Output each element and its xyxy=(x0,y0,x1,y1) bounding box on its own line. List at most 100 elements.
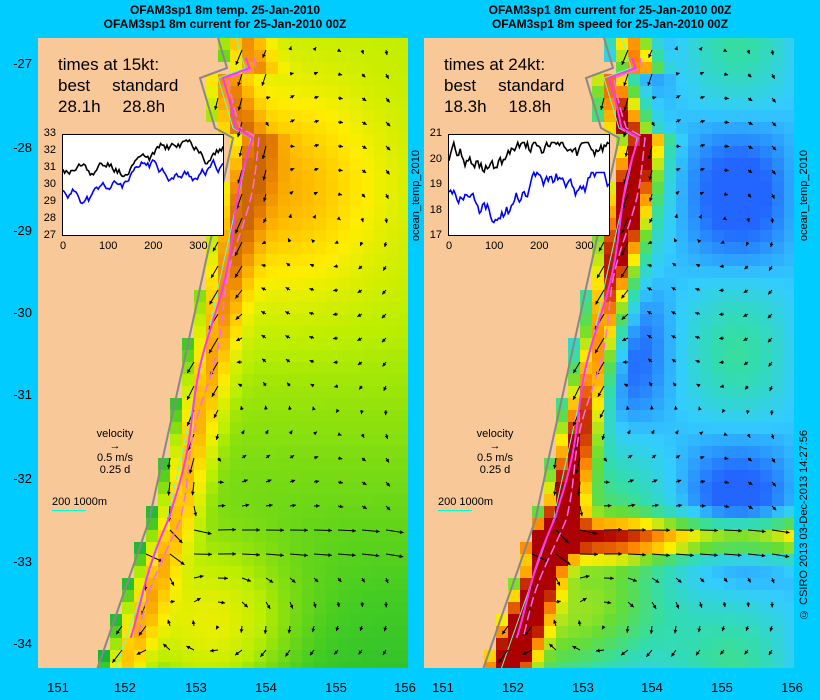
standard-route-line xyxy=(522,57,646,639)
right-map-panel[interactable]: times at 24kt: best standard 18.3h 18.8h v… xyxy=(424,38,794,668)
right-side-label: ocean_temp_2010 xyxy=(798,150,810,242)
left-title-line2: OFAM3sp1 8m current for 25-Jan-2010 00Z xyxy=(103,17,347,31)
left-best-label: best xyxy=(58,76,91,95)
inset-y-tick-label: 29 xyxy=(43,195,56,207)
inset-x-tick-label: 200 xyxy=(144,240,163,252)
y-tick-label: -34 xyxy=(13,636,32,651)
inset-x-tick-label: 100 xyxy=(484,240,504,252)
best-series-line xyxy=(62,157,224,205)
best-route-line xyxy=(129,57,254,639)
x-tick-label: 153 xyxy=(185,680,207,695)
left-temperature-map xyxy=(96,38,408,668)
inset-y-tick-label: 28 xyxy=(43,212,56,224)
x-tick-label: 154 xyxy=(255,680,277,695)
inset-y-tick-label: 21 xyxy=(429,127,442,139)
left-map-panel[interactable]: times at 15kt: best standard 28.1h 28.8h v… xyxy=(38,38,408,668)
inset-y-tick-label: 27 xyxy=(43,229,56,241)
coastline xyxy=(482,38,621,668)
right-depth-scale-label: 200 1000m xyxy=(438,496,494,508)
right-legend-duration: 0.25 d xyxy=(479,464,511,476)
standard-series-line xyxy=(448,139,610,174)
left-depth-scale-bar xyxy=(52,510,86,511)
inset-y-tick-label: 31 xyxy=(43,161,56,173)
right-stats: times at 24kt: best standard 18.3h 18.8h xyxy=(444,54,564,117)
left-depth-scale-label: 200 1000m xyxy=(52,496,108,508)
inset-y-tick-label: 33 xyxy=(43,127,56,139)
left-title-line1: OFAM3sp1 8m temp. 25-Jan-2010 xyxy=(129,3,321,17)
left-title: OFAM3sp1 8m temp. 25-Jan-2010 OFAM3sp1 8… xyxy=(40,3,410,31)
inset-y-tick-label: 19 xyxy=(429,178,442,190)
right-standard-value: 18.8h xyxy=(508,97,552,116)
ship-route xyxy=(129,57,260,639)
left-standard-label: standard xyxy=(112,76,179,95)
left-best-value: 28.1h xyxy=(58,97,101,116)
inset-y-tick-label: 20 xyxy=(429,152,442,165)
inset-x-tick-label: 300 xyxy=(189,240,208,252)
x-tick-label: 151 xyxy=(47,680,69,695)
current-arrows xyxy=(111,46,404,663)
right-best-label: best xyxy=(444,76,477,95)
right-velocity-legend: velocity → 0.5 m/s 0.25 d xyxy=(460,428,530,476)
y-tick-label: -28 xyxy=(13,140,32,155)
right-stats-heading: times at 24kt: xyxy=(444,55,546,74)
temp-field-cells xyxy=(98,38,408,668)
right-legend-speed: 0.5 m/s xyxy=(476,452,514,464)
standard-series-line xyxy=(62,138,224,178)
left-inset-chart xyxy=(62,138,224,205)
inset-x-tick-label: 300 xyxy=(575,240,594,252)
inset-y-tick-label: 17 xyxy=(429,229,442,241)
inset-y-tick-label: 32 xyxy=(43,144,56,156)
right-best-value: 18.3h xyxy=(444,97,487,116)
inset-x-tick-label: 100 xyxy=(98,240,118,252)
x-tick-label: 155 xyxy=(711,680,733,695)
right-speed-map xyxy=(482,38,794,668)
inset-x-tick-label: 0 xyxy=(445,240,453,252)
right-title-line2: OFAM3sp1 8m speed for 25-Jan-2010 00Z xyxy=(491,17,729,31)
x-tick-label: 153 xyxy=(572,680,594,695)
right-legend-arrow: → xyxy=(489,440,501,452)
best-series-line xyxy=(448,170,610,224)
right-legend-label: velocity xyxy=(476,428,514,440)
left-stats: times at 15kt: best standard 28.1h 28.8h xyxy=(58,54,178,117)
right-inset-chart xyxy=(448,139,610,224)
speed-field-cells xyxy=(484,38,794,668)
left-side-label: ocean_temp_2010 xyxy=(410,150,422,242)
left-legend-label: velocity xyxy=(96,428,134,440)
x-tick-label: 156 xyxy=(394,680,416,695)
x-tick-label: 151 xyxy=(432,680,454,695)
coastline xyxy=(96,38,235,668)
ship-route xyxy=(515,57,646,639)
inset-x-tick-label: 0 xyxy=(59,240,67,252)
left-depth-scale: 200 1000m xyxy=(52,496,107,511)
x-tick-label: 152 xyxy=(502,680,524,695)
y-tick-label: -31 xyxy=(13,387,32,402)
left-legend-speed: 0.5 m/s xyxy=(96,452,134,464)
x-tick-label: 155 xyxy=(325,680,347,695)
y-tick-label: -32 xyxy=(13,471,32,486)
x-tick-label: 156 xyxy=(781,680,803,695)
left-standard-value: 28.8h xyxy=(122,97,166,116)
right-title-line1: OFAM3sp1 8m current for 25-Jan-2010 00Z xyxy=(488,3,732,17)
inset-y-tick-label: 30 xyxy=(43,178,56,190)
y-tick-label: -33 xyxy=(13,554,32,569)
best-route-line xyxy=(515,57,640,639)
y-tick-label: -27 xyxy=(13,56,32,71)
left-time-series-inset xyxy=(62,134,224,236)
left-velocity-legend: velocity → 0.5 m/s 0.25 d xyxy=(80,428,150,476)
y-tick-label: -30 xyxy=(13,305,32,320)
right-depth-scale: 200 1000m xyxy=(438,496,493,511)
left-stats-heading: times at 15kt: xyxy=(58,55,160,74)
inset-y-tick-label: 18 xyxy=(429,203,442,216)
copyright-label: © CSIRO 2013 03-Dec-2013 14:27:56 xyxy=(798,430,810,620)
right-depth-scale-bar xyxy=(438,510,472,511)
left-legend-duration: 0.25 d xyxy=(99,464,131,476)
right-standard-label: standard xyxy=(498,76,565,95)
standard-route-line xyxy=(136,57,260,639)
right-title: OFAM3sp1 8m current for 25-Jan-2010 00Z … xyxy=(425,3,795,31)
inset-x-tick-label: 200 xyxy=(530,240,549,252)
x-tick-label: 154 xyxy=(641,680,663,695)
x-tick-label: 152 xyxy=(114,680,136,695)
right-time-series-inset xyxy=(448,134,610,236)
left-legend-arrow: → xyxy=(109,440,121,452)
y-tick-label: -29 xyxy=(13,223,32,238)
